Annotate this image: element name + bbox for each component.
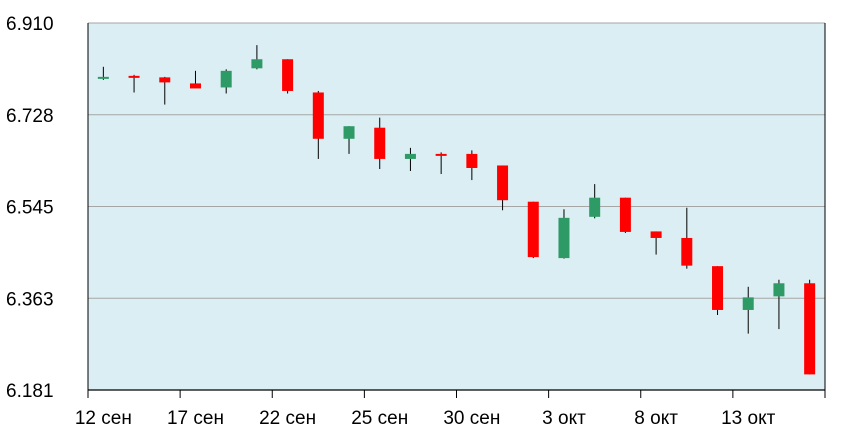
candle [159, 76, 171, 105]
candle-body-down [189, 83, 201, 89]
x-tick-label: 30 сен [443, 408, 500, 429]
candle [619, 197, 631, 233]
x-tick-label: 22 сен [259, 408, 316, 429]
candle-body-up [558, 217, 570, 259]
candle-body-up [220, 70, 232, 88]
candle [497, 165, 509, 211]
candle-body-down [282, 59, 294, 91]
x-tick-label: 3 окт [542, 408, 586, 429]
candle-body-down [466, 153, 478, 168]
candle-body-up [589, 197, 601, 217]
candle-body-down [619, 197, 631, 232]
candle [374, 117, 386, 169]
candle [804, 279, 816, 375]
candle [773, 279, 785, 330]
x-tick-label: 12 сен [75, 408, 132, 429]
candle-body-down [527, 201, 539, 258]
candle-body-down [650, 231, 662, 238]
x-tick-label: 25 сен [351, 408, 408, 429]
candle-body-down [312, 92, 324, 139]
candle [97, 66, 109, 80]
candle-body-up [404, 153, 416, 159]
candle [220, 69, 232, 94]
candle-body-down [128, 75, 140, 78]
candle [404, 147, 416, 172]
candle-body-down [374, 127, 386, 159]
x-tick-label: 8 окт [634, 408, 678, 429]
candle [343, 126, 355, 154]
candle-body-down [712, 266, 724, 310]
candle-body-down [681, 237, 693, 266]
gridlines [88, 22, 825, 299]
candle [712, 266, 724, 315]
y-axis-labels: 6.910 6.728 6.545 6.363 6.181 [6, 14, 54, 402]
candle-body-up [251, 59, 263, 69]
candle [128, 74, 140, 93]
candles [97, 45, 816, 375]
candle-body-down [497, 165, 509, 201]
candle [189, 70, 201, 89]
candle [589, 184, 601, 219]
candle-body-up [742, 297, 754, 310]
x-tick-label: 17 сен [167, 408, 224, 429]
candle-body-down [159, 77, 171, 83]
x-tick-label: 13 окт [721, 408, 776, 429]
y-tick-label: 6.181 [6, 381, 54, 402]
candle [742, 286, 754, 334]
candle [527, 201, 539, 259]
candle-body-down [435, 153, 447, 156]
candle [681, 207, 693, 269]
y-tick-label: 6.728 [6, 106, 54, 127]
candle [312, 90, 324, 159]
candle-body-up [773, 283, 785, 297]
candle [435, 152, 447, 175]
candle [558, 209, 570, 259]
candle [466, 150, 478, 181]
candle [251, 45, 263, 70]
y-tick-label: 6.363 [6, 289, 54, 310]
y-tick-label: 6.545 [6, 198, 54, 219]
candle [282, 59, 294, 94]
y-tick-label: 6.910 [6, 14, 54, 35]
candle-body-down [804, 283, 816, 375]
candle [650, 231, 662, 255]
candle-body-up [97, 76, 109, 79]
candle-body-up [343, 126, 355, 139]
x-axis: 12 сен 17 сен 22 сен 25 сен 30 сен 3 окт 8 окт… [75, 23, 826, 429]
